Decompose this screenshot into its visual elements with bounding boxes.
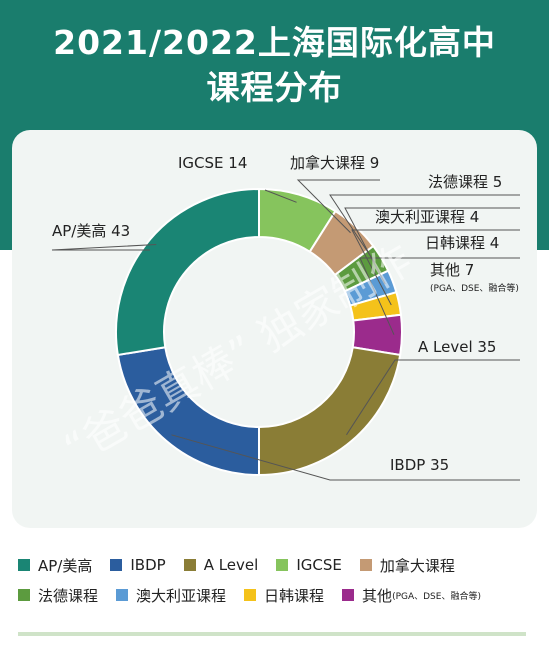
leader-line-8 [171,434,520,481]
legend-swatch [18,589,30,601]
legend-row-1: AP/美高 IBDP A Level IGCSE 加拿大课程 [18,550,538,580]
leader-line-7 [346,359,520,436]
leader-line-6 [359,257,520,335]
legend-label: 法德课程 [38,586,99,605]
slice-label-5: 日韩课程 4 [425,234,499,252]
donut-chart: IGCSE 14 加拿大课程 9 法德课程 5 澳大利亚课程 4 日韩课程 4 其他 7 (… [51,154,520,481]
leader-line-4 [344,207,520,285]
legend-label: AP/美高 [38,556,93,575]
slice-label-4: 澳大利亚课程 4 [375,208,479,226]
legend-label: 澳大利亚课程 [136,586,227,605]
legend-item: 加拿大课程 [359,555,455,576]
legend-label: 其他 [362,586,393,605]
legend-item: IBDP [110,556,166,574]
legend-item: 其他 (PGA、DSE、融合等) [342,585,481,606]
legend-swatch [244,589,257,601]
legend-label: IBDP [130,556,166,574]
legend-swatch [359,559,372,571]
legend-item: A Level [183,556,259,574]
legend-item: AP/美高 [18,555,92,576]
leader-line-5 [351,229,520,306]
slice-label-1: IGCSE 14 [178,154,247,172]
legend-swatch [276,559,289,571]
legend: AP/美高 IBDP A Level IGCSE 加拿大课程法德课程 澳大利亚课程 日韩课程… [18,550,538,610]
slice-label-2: 加拿大课程 9 [290,154,379,172]
leader-line-2 [296,179,380,234]
legend-item: 澳大利亚课程 [116,585,226,606]
legend-swatch [342,589,355,601]
legend-swatch [183,559,196,571]
legend-swatch [116,589,129,601]
legend-item: 法德课程 [18,585,98,606]
page-title: 2021/2022上海国际化高中 课程分布 [0,20,549,110]
slice-note-6: (PGA、DSE、融合等) [430,282,519,294]
slice-label-3: 法德课程 5 [428,173,502,191]
donut-slice-7 [258,346,402,477]
leader-line-1 [264,189,297,203]
bottom-divider [18,632,526,636]
legend-label: 加拿大课程 [379,556,455,575]
leader-line-9 [51,244,157,251]
slice-label-9: AP/美高 43 [52,222,130,240]
legend-item: 日韩课程 [244,585,324,606]
slice-label-8: IBDP 35 [390,456,449,474]
legend-item: IGCSE [276,556,342,574]
legend-label: 日韩课程 [264,586,325,605]
title-line-2: 课程分布 [206,68,343,107]
title-line-1: 2021/2022上海国际化高中 [53,23,496,62]
legend-note: (PGA、DSE、融合等) [392,591,481,602]
legend-label: A Level [203,556,259,574]
slice-label-6: 其他 7 [430,261,474,279]
legend-swatch [18,559,30,571]
legend-label: IGCSE [296,556,342,574]
donut-slice-9 [115,187,260,357]
slice-label-7: A Level 35 [418,338,496,356]
legend-swatch [110,559,123,571]
leader-line-3 [329,194,520,263]
legend-row-2: 法德课程 澳大利亚课程 日韩课程 其他 (PGA、DSE、融合等) [18,580,538,610]
